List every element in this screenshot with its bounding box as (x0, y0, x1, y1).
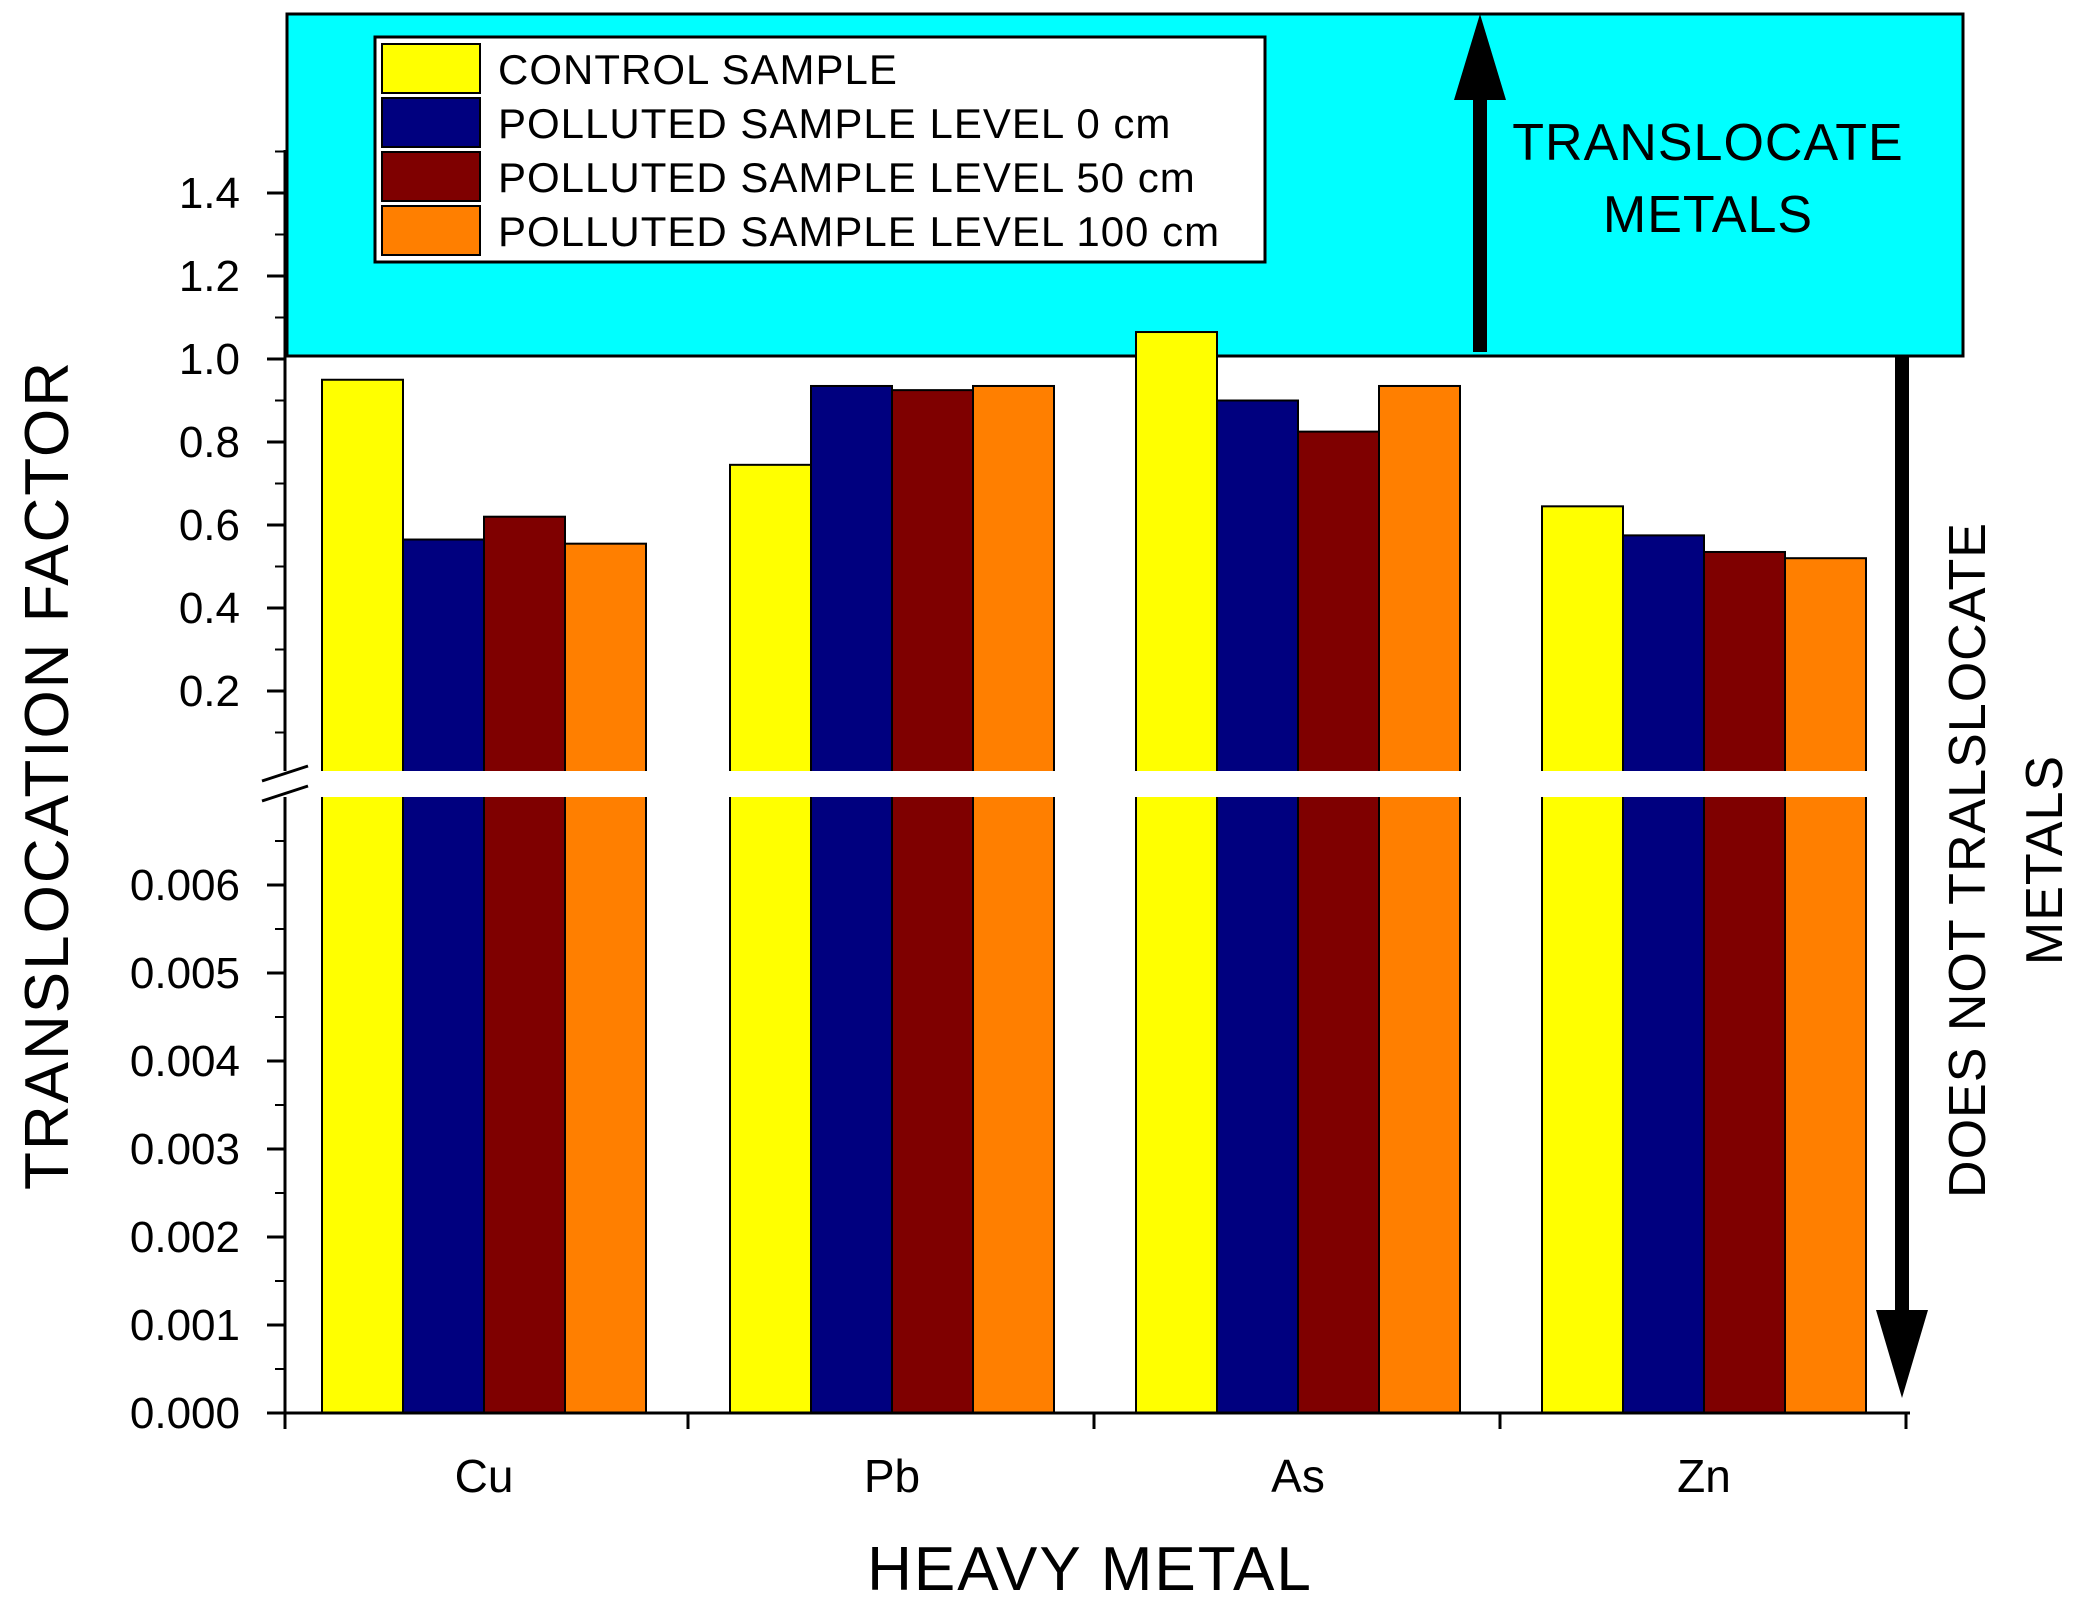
translocate-annotation: TRANSLOCATE METALS (1454, 14, 1903, 352)
y-tick-label: 0.003 (130, 1125, 240, 1174)
y-tick-label: 1.4 (179, 169, 240, 218)
y-tick-label: 0.2 (179, 667, 240, 716)
bar-as-series-3 (1378, 384, 1461, 1415)
y-tick-label: 0.005 (130, 949, 240, 998)
legend-label-0: CONTROL SAMPLE (498, 46, 898, 93)
bar-cu-series-3 (564, 542, 647, 1414)
legend-swatch-3 (381, 205, 481, 256)
bar-zn-series-0 (1541, 505, 1624, 1414)
bar-as-series-0 (1135, 331, 1218, 1414)
bar-as-series-2 (1297, 430, 1380, 1414)
does-not-translocate-line1: DOES NOT TRALSLOCATE (1939, 522, 1997, 1198)
legend-swatch-1 (381, 97, 481, 148)
axis-break-band (287, 771, 1913, 797)
y-tick-label: 0.006 (130, 861, 240, 910)
y-tick-label: 0.004 (130, 1037, 240, 1086)
up-arrow-icon (1454, 14, 1506, 100)
y-tick-label: 0.6 (179, 501, 240, 550)
category-label-pb: Pb (864, 1450, 920, 1502)
axis-break-mark-lower (261, 784, 309, 803)
translocate-label-line2: METALS (1603, 186, 1813, 244)
legend-label-3: POLLUTED SAMPLE LEVEL 100 cm (498, 208, 1220, 255)
translocate-label-line1: TRANSLOCATE (1512, 114, 1903, 172)
category-labels: Cu Pb As Zn (283, 1413, 1908, 1502)
legend-swatch-2 (381, 151, 481, 202)
bar-pb-series-2 (891, 389, 974, 1414)
bar-zn-series-1 (1622, 534, 1705, 1414)
bar-cu-series-1 (402, 538, 485, 1414)
y-tick-label: 0.4 (179, 584, 240, 633)
legend-swatch-0 (381, 43, 481, 94)
axis-break (261, 764, 1913, 803)
axis-break-mark-upper (261, 764, 309, 783)
bar-cu-series-0 (321, 378, 404, 1414)
bar-pb-series-3 (972, 384, 1055, 1415)
y-tick-label: 0.000 (130, 1389, 240, 1438)
bar-zn-series-3 (1784, 557, 1867, 1414)
legend-box (373, 35, 1267, 264)
legend-label-1: POLLUTED SAMPLE LEVEL 0 cm (498, 100, 1171, 147)
bar-cu-series-2 (483, 515, 566, 1414)
bar-as-series-1 (1216, 399, 1299, 1414)
does-not-translocate-annotation: DOES NOT TRALSLOCATE METALS (1876, 356, 2074, 1398)
does-not-translocate-line2: METALS (2016, 755, 2074, 965)
y-tick-label: 1.0 (179, 335, 240, 384)
down-arrow-icon (1876, 1310, 1928, 1398)
y-tick-label: 0.8 (179, 418, 240, 467)
x-axis-title: HEAVY METAL (867, 1535, 1313, 1604)
y-tick-label: 0.002 (130, 1213, 240, 1262)
bar-pb-series-1 (810, 384, 893, 1415)
y-tick-labels: 0.000 0.001 0.002 0.003 0.004 0.005 0.006 0.2 0.… (130, 150, 285, 1438)
bars (321, 331, 1867, 1415)
legend-label-2: POLLUTED SAMPLE LEVEL 50 cm (498, 154, 1196, 201)
bar-zn-series-2 (1703, 550, 1786, 1414)
y-axis-title: TRANSLOCATION FACTOR (13, 360, 82, 1190)
bar-pb-series-0 (729, 463, 812, 1414)
y-tick-label: 1.2 (179, 252, 240, 301)
y-tick-label: 0.001 (130, 1301, 240, 1350)
legend: CONTROL SAMPLE POLLUTED SAMPLE LEVEL 0 cm… (373, 35, 1267, 264)
category-label-zn: Zn (1677, 1450, 1731, 1502)
category-label-as: As (1271, 1450, 1325, 1502)
category-label-cu: Cu (455, 1450, 514, 1502)
